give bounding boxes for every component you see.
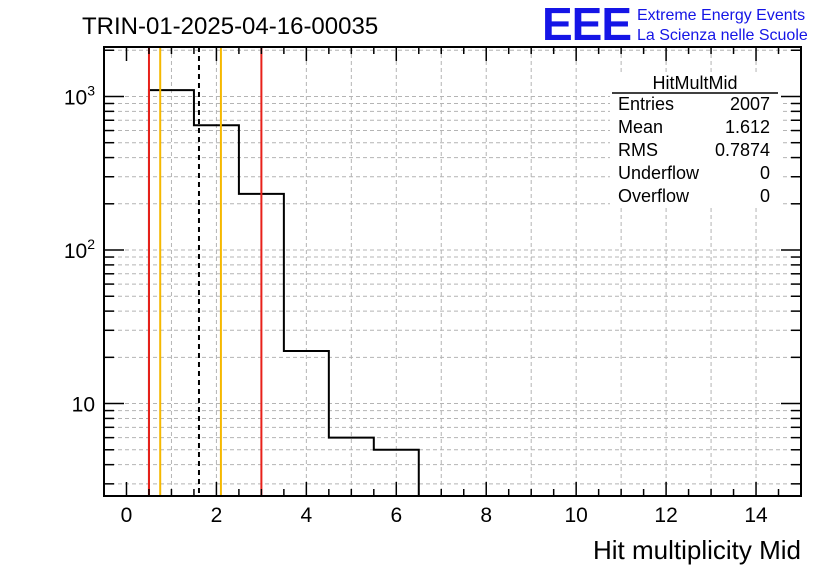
- stats-rows: Entries 2007 Mean 1.612 RMS 0.7874 Underflow 0 O…: [618, 94, 770, 206]
- stats-background: [610, 72, 780, 207]
- x-tick-label: 10: [564, 504, 587, 527]
- chart-title: TRIN-01-2025-04-16-00035: [82, 13, 378, 40]
- x-tick-label: 2: [211, 504, 223, 527]
- stats-name: HitMultMid: [652, 73, 737, 93]
- y-tick-label-exponent: 2: [87, 236, 95, 252]
- histogram-outline: [147, 89, 420, 496]
- x-tick-labels: 0 2 4 6 8 10 12 14: [121, 504, 768, 527]
- plot-frame: [103, 46, 802, 497]
- reference-lines: [147, 47, 263, 496]
- stats-value: 0: [760, 163, 770, 183]
- logo-line-2: La Scienza nelle Scuole: [637, 27, 808, 44]
- axis-ticks: [104, 47, 802, 496]
- stats-value: 0.7874: [715, 140, 770, 160]
- x-tick-label: 6: [390, 504, 402, 527]
- y-tick-label-base: 10: [64, 86, 87, 109]
- y-tick-label: 102: [64, 236, 95, 263]
- y-tick-label-base: 10: [64, 240, 87, 263]
- y-tick-label: 10: [72, 394, 95, 417]
- x-tick-label: 14: [744, 504, 768, 527]
- stats-label: Entries: [618, 94, 674, 114]
- x-tick-label: 4: [301, 504, 313, 527]
- logo-text: EEE: [542, 0, 631, 50]
- x-tick-label: 8: [480, 504, 492, 527]
- histogram-steps: [147, 89, 420, 496]
- y-tick-label: 103: [64, 82, 95, 109]
- x-tick-label: 0: [121, 504, 133, 527]
- stats-box: HitMultMid Entries 2007 Mean 1.612 RMS 0.7874…: [610, 72, 780, 207]
- stats-value: 0: [760, 186, 770, 206]
- stats-label: Underflow: [618, 163, 700, 183]
- stats-value: 2007: [730, 94, 770, 114]
- y-tick-label-exponent: 3: [87, 82, 95, 98]
- y-tick-label-base: 10: [72, 394, 95, 417]
- x-tick-label: 12: [654, 504, 677, 527]
- stats-label: RMS: [618, 140, 658, 160]
- eee-logo: EEE Extreme Energy Events La Scienza nel…: [542, 0, 808, 50]
- logo-line-1: Extreme Energy Events: [637, 7, 805, 24]
- stats-label: Overflow: [618, 186, 690, 206]
- x-axis-title: Hit multiplicity Mid: [593, 535, 801, 565]
- stats-label: Mean: [618, 117, 663, 137]
- stats-value: 1.612: [725, 117, 770, 137]
